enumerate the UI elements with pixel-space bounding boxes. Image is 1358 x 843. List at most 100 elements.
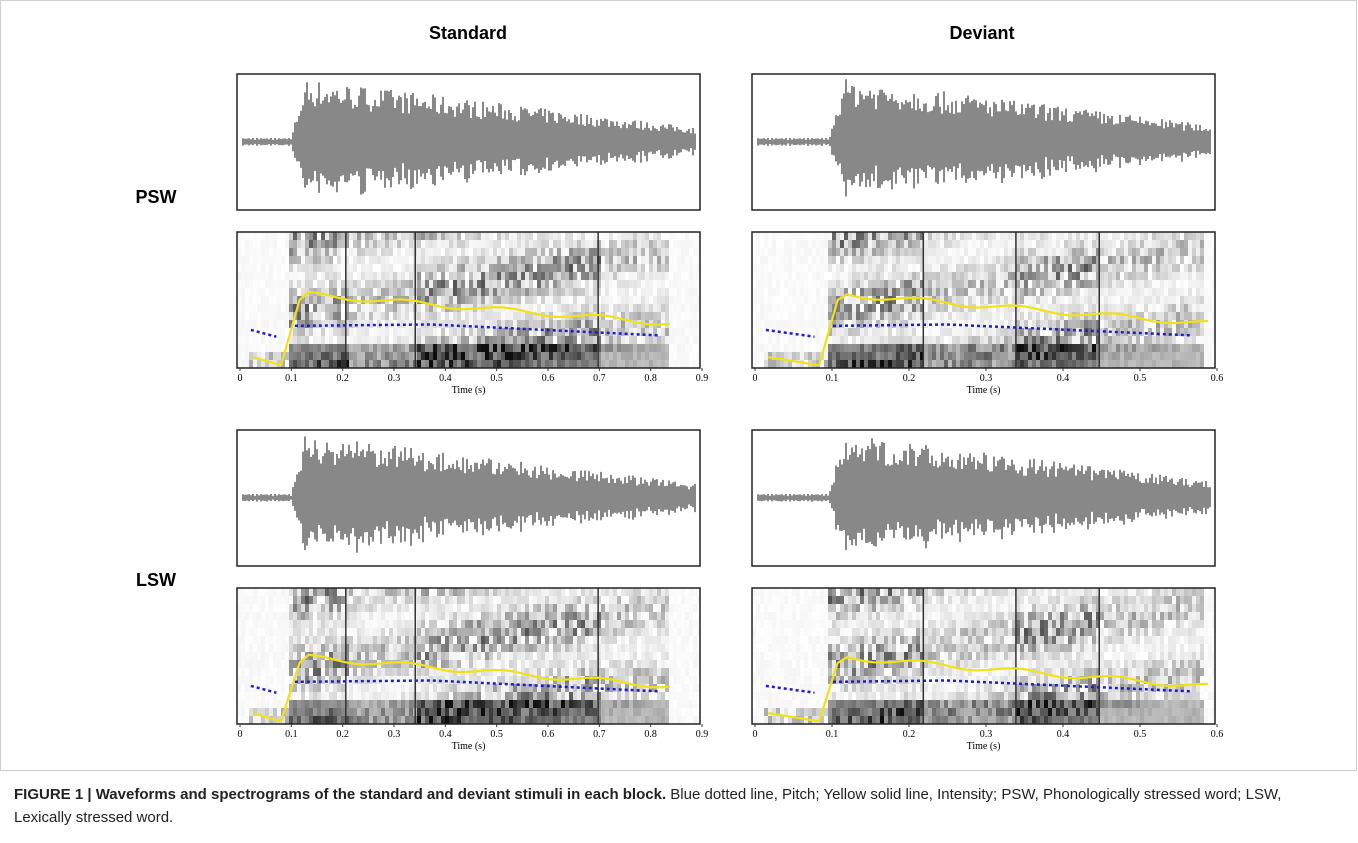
spectro-cell xyxy=(501,256,505,264)
spectro-cell xyxy=(337,240,341,248)
spectro-cell xyxy=(964,232,968,240)
spectro-cell xyxy=(972,296,976,304)
spectro-cell xyxy=(273,644,277,652)
spectro-cell xyxy=(760,360,764,368)
spectro-cell xyxy=(964,344,968,352)
spectro-cell xyxy=(433,264,437,272)
spectro-cell xyxy=(417,256,421,264)
spectro-cell xyxy=(397,288,401,296)
spectro-cell xyxy=(541,304,545,312)
spectro-cell xyxy=(649,312,653,320)
spectro-cell xyxy=(261,612,265,620)
spectro-cell xyxy=(760,280,764,288)
spectro-cell xyxy=(1032,256,1036,264)
spectro-cell xyxy=(856,288,860,296)
spectro-cell xyxy=(633,344,637,352)
spectro-cell xyxy=(1144,272,1148,280)
spectro-cell xyxy=(377,264,381,272)
spectro-cell xyxy=(565,264,569,272)
spectro-cell xyxy=(832,240,836,248)
spectro-cell xyxy=(533,264,537,272)
spectro-cell xyxy=(788,288,792,296)
spectro-cell xyxy=(577,264,581,272)
spectro-cell xyxy=(824,280,828,288)
spectro-cell xyxy=(249,232,253,240)
spectro-cell xyxy=(1168,240,1172,248)
spectro-cell xyxy=(477,280,481,288)
spectro-cell xyxy=(1080,264,1084,272)
spectro-cell xyxy=(896,296,900,304)
spectro-cell xyxy=(928,336,932,344)
spectro-cell xyxy=(329,256,333,264)
spectro-cell xyxy=(932,264,936,272)
spectro-cell xyxy=(1204,272,1208,280)
spectro-cell xyxy=(549,288,553,296)
spectro-cell xyxy=(1188,232,1192,240)
spectro-cell xyxy=(297,248,301,256)
spectro-cell xyxy=(293,684,297,692)
spectro-cell xyxy=(900,248,904,256)
spectro-cell xyxy=(824,232,828,240)
spectro-cell xyxy=(505,248,509,256)
spectro-cell xyxy=(465,328,469,336)
spectro-cell xyxy=(689,232,693,240)
spectro-cell xyxy=(557,336,561,344)
spectro-cell xyxy=(972,312,976,320)
spectro-cell xyxy=(277,604,281,612)
spectro-cell xyxy=(1060,280,1064,288)
spectro-cell xyxy=(613,248,617,256)
spectro-cell xyxy=(645,312,649,320)
spectro-cell xyxy=(653,344,657,352)
spectro-cell xyxy=(253,588,257,596)
spectro-cell xyxy=(273,328,277,336)
spectro-cell xyxy=(557,344,561,352)
spectro-cell xyxy=(297,588,301,596)
spectro-cell xyxy=(1100,256,1104,264)
spectro-cell xyxy=(537,248,541,256)
spectro-cell xyxy=(1172,272,1176,280)
spectro-cell xyxy=(1128,264,1132,272)
spectro-cell xyxy=(1072,336,1076,344)
spectro-cell xyxy=(1192,256,1196,264)
spectro-cell xyxy=(477,240,481,248)
spectro-cell xyxy=(996,344,1000,352)
spectro-cell xyxy=(1204,264,1208,272)
spectro-cell xyxy=(361,240,365,248)
spectro-cell xyxy=(529,352,533,360)
spectro-cell xyxy=(884,312,888,320)
spectro-cell xyxy=(605,336,609,344)
spectro-cell xyxy=(1092,360,1096,368)
spectro-cell xyxy=(505,272,509,280)
spectro-cell xyxy=(573,272,577,280)
spectro-cell xyxy=(1008,272,1012,280)
spectro-cell xyxy=(792,312,796,320)
spectro-cell xyxy=(637,232,641,240)
spectro-cell xyxy=(964,312,968,320)
spectro-cell xyxy=(1036,320,1040,328)
spectro-cell xyxy=(361,304,365,312)
spectro-cell xyxy=(940,336,944,344)
spectro-cell xyxy=(984,312,988,320)
spectro-cell xyxy=(249,636,253,644)
spectro-cell xyxy=(285,304,289,312)
spectro-cell xyxy=(928,272,932,280)
spectro-cell xyxy=(301,248,305,256)
spectro-cell xyxy=(249,692,253,700)
spectro-cell xyxy=(657,344,661,352)
spectro-cell xyxy=(1088,352,1092,360)
spectro-cell xyxy=(445,264,449,272)
spectro-cell xyxy=(561,304,565,312)
spectro-cell xyxy=(872,320,876,328)
spectro-cell xyxy=(944,360,948,368)
spectro-cell xyxy=(253,716,257,724)
spectro-cell xyxy=(293,628,297,636)
spectro-cell xyxy=(241,352,245,360)
spectro-cell xyxy=(453,328,457,336)
spectro-cell xyxy=(788,312,792,320)
spectro-cell xyxy=(493,288,497,296)
spectro-cell xyxy=(1088,256,1092,264)
spectro-cell xyxy=(1128,280,1132,288)
spectro-cell xyxy=(285,352,289,360)
spectro-cell xyxy=(693,240,697,248)
spectro-cell xyxy=(533,256,537,264)
